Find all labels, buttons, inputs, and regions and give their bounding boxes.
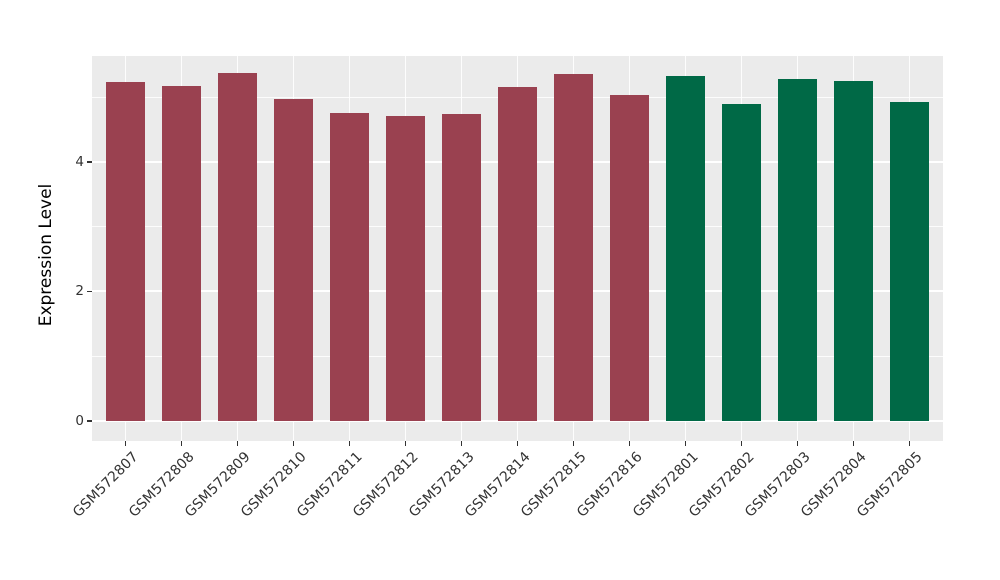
bar-GSM572804 (833, 81, 873, 421)
bar-GSM572814 (497, 87, 538, 421)
bar-GSM572815 (553, 73, 594, 421)
x-tick-mark-GSM572812 (404, 441, 407, 446)
y-tick-label-0: 0 (75, 413, 84, 429)
y-axis-title: Expression Level (36, 183, 56, 327)
bar-GSM572807 (105, 82, 146, 421)
y-tick-mark-4 (87, 161, 92, 163)
x-tick-mark-GSM572801 (684, 441, 687, 446)
bar-GSM572816 (609, 95, 650, 421)
y-tick-label-2: 2 (75, 283, 84, 300)
x-tick-mark-GSM572805 (908, 441, 911, 446)
bar-GSM572803 (777, 78, 818, 421)
x-tick-mark-GSM572807 (124, 441, 127, 446)
x-tick-mark-GSM572809 (236, 441, 239, 446)
x-tick-mark-GSM572814 (516, 441, 519, 446)
x-tick-mark-GSM572813 (460, 441, 463, 446)
x-tick-mark-GSM572808 (180, 441, 183, 446)
bar-GSM572809 (217, 73, 258, 421)
x-tick-mark-GSM572803 (796, 441, 799, 446)
x-tick-mark-GSM572815 (572, 441, 575, 446)
bar-GSM572811 (329, 113, 370, 421)
bar-GSM572812 (385, 116, 426, 421)
bar-GSM572802 (721, 104, 762, 421)
x-tick-mark-GSM572810 (292, 441, 295, 446)
x-tick-mark-GSM572816 (628, 441, 631, 446)
y-tick-label-4: 4 (75, 153, 84, 170)
bar-GSM572810 (273, 98, 314, 421)
plot-panel (92, 56, 943, 441)
bar-GSM572805 (889, 102, 929, 421)
y-tick-mark-0 (87, 420, 92, 422)
bar-GSM572801 (665, 76, 706, 421)
bar-GSM572813 (441, 113, 482, 421)
bar-GSM572808 (161, 85, 202, 421)
x-tick-mark-GSM572804 (852, 441, 855, 446)
y-tick-mark-2 (87, 290, 92, 293)
x-tick-mark-GSM572802 (740, 441, 743, 446)
x-tick-mark-GSM572811 (348, 441, 351, 446)
